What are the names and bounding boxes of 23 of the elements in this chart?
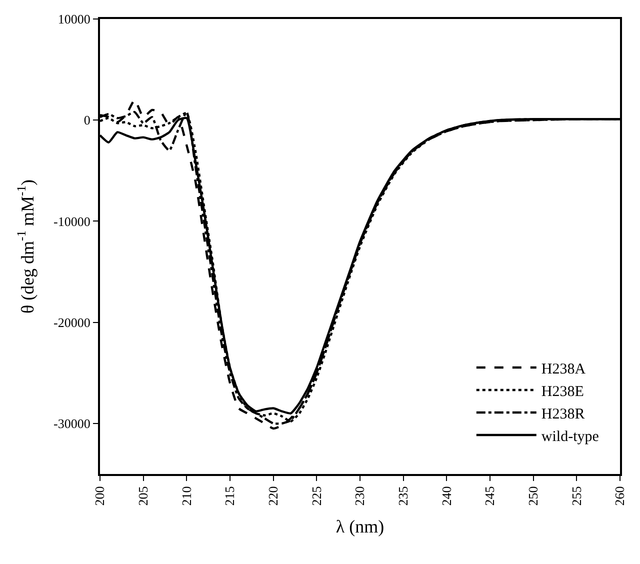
- y-tick-label: -10000: [54, 214, 90, 229]
- x-tick-label: 200: [92, 486, 108, 506]
- x-tick-label: 255: [568, 486, 584, 506]
- legend-label: H238A: [541, 361, 586, 378]
- y-tick-label: 0: [84, 112, 90, 128]
- x-tick-label: 220: [266, 486, 281, 506]
- x-tick-label: 260: [612, 486, 628, 506]
- legend-label: H238R: [541, 406, 585, 422]
- x-tick-label: 230: [352, 486, 368, 506]
- x-tick-label: 240: [438, 486, 454, 506]
- x-tick-label: 235: [396, 486, 411, 506]
- x-tick-label: 250: [526, 486, 541, 506]
- y-tick-label: -20000: [54, 314, 90, 330]
- y-tick-label: 10000: [58, 12, 90, 27]
- legend-label: H238E: [541, 384, 584, 400]
- legend-label: wild-type: [541, 428, 600, 445]
- y-tick-label: -30000: [54, 416, 90, 431]
- x-tick-label: 210: [178, 486, 194, 506]
- x-tick-label: 215: [222, 486, 238, 506]
- x-tick-label: 245: [482, 486, 498, 506]
- x-tick-label: 205: [136, 486, 151, 506]
- x-axis-title: λ (nm): [336, 516, 384, 536]
- x-tick-label: 225: [308, 486, 324, 506]
